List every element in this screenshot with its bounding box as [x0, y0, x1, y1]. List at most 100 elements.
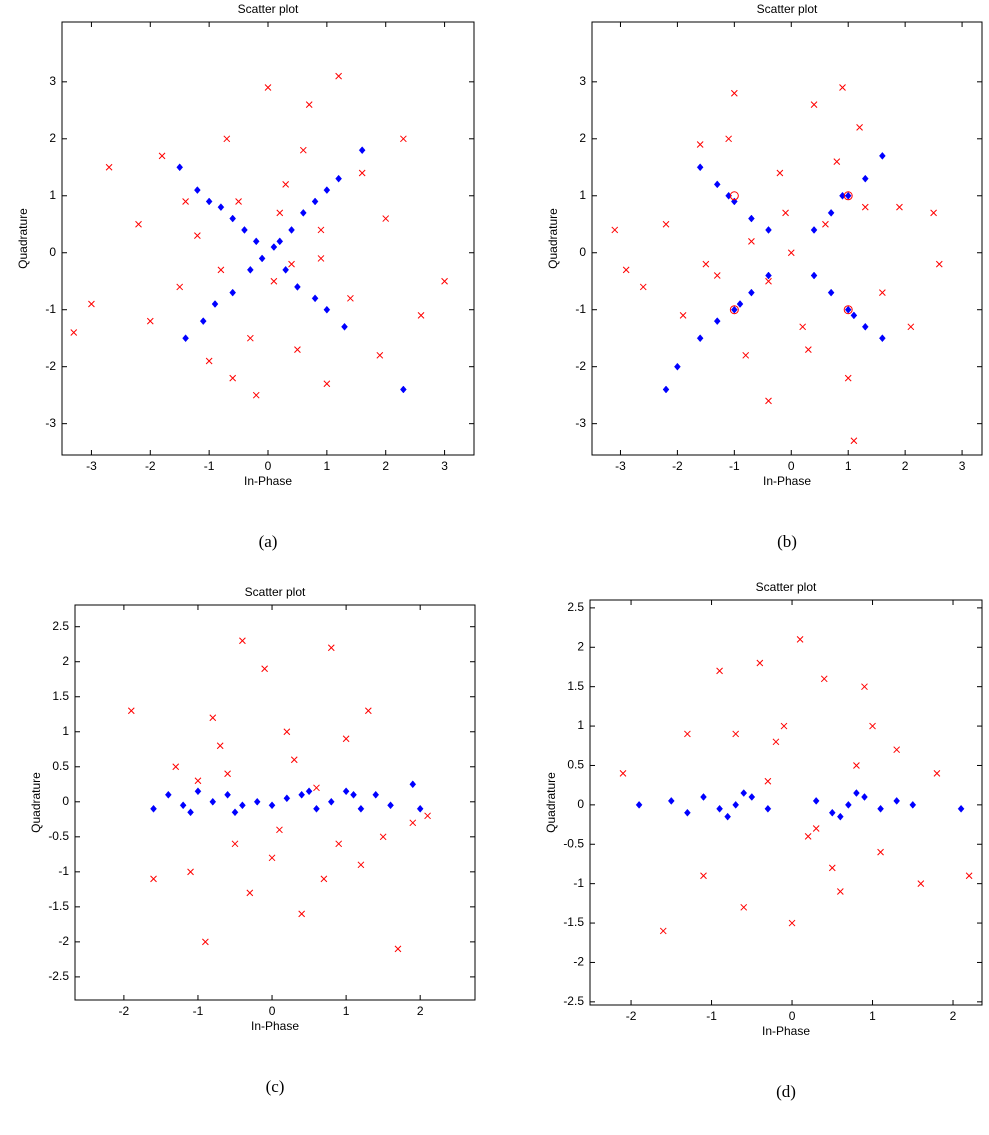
x-marker — [930, 209, 937, 217]
diamond-marker — [810, 271, 818, 280]
x-tick-label: -1 — [193, 1004, 204, 1018]
x-marker — [317, 255, 325, 262]
diamond-marker — [827, 208, 835, 217]
diamond-marker — [282, 265, 289, 274]
x-marker — [788, 919, 796, 927]
series — [611, 84, 943, 445]
diamond-marker — [252, 237, 260, 246]
series — [662, 152, 886, 394]
x-marker — [839, 84, 846, 91]
x-marker — [400, 135, 407, 143]
x-marker — [812, 825, 820, 832]
diamond-marker — [229, 214, 237, 223]
x-tick-label: 2 — [417, 1004, 424, 1018]
x-marker — [907, 323, 915, 331]
x-marker — [935, 260, 943, 268]
diamond-marker — [241, 226, 248, 234]
x-marker — [246, 889, 254, 897]
y-tick-label: -2.5 — [563, 994, 584, 1008]
x-marker — [276, 826, 283, 834]
diamond-marker — [861, 793, 868, 801]
x-marker — [313, 784, 320, 792]
diamond-marker — [176, 163, 184, 172]
x-marker — [127, 707, 135, 715]
y-tick-label: 0.5 — [52, 759, 69, 773]
diamond-marker — [276, 237, 284, 246]
x-axis-label: In-Phase — [763, 474, 811, 488]
x-tick-label: 3 — [441, 459, 448, 473]
x-tick-label: 2 — [382, 459, 389, 473]
x-tick-label: -1 — [729, 459, 740, 473]
x-marker — [158, 152, 166, 160]
diamond-marker — [211, 300, 219, 308]
series — [635, 789, 965, 821]
x-axis-label: In-Phase — [251, 1019, 299, 1033]
y-tick-label: 2 — [577, 639, 584, 653]
x-marker — [702, 260, 710, 268]
y-tick-label: -0.5 — [563, 836, 584, 850]
diamond-marker — [323, 305, 331, 314]
diamond-marker — [311, 294, 319, 303]
diamond-marker — [740, 789, 748, 797]
diamond-marker — [748, 214, 755, 223]
y-tick-label: -3 — [575, 416, 586, 430]
x-marker — [176, 283, 184, 291]
diamond-marker — [409, 780, 417, 789]
x-marker — [135, 220, 142, 228]
diamond-marker — [765, 226, 772, 234]
diamond-marker — [696, 163, 704, 172]
x-marker — [194, 777, 202, 785]
diamond-marker — [879, 152, 886, 160]
y-tick-label: 0 — [577, 797, 584, 811]
x-marker — [376, 351, 384, 359]
x-tick-label: -1 — [204, 459, 215, 473]
diamond-marker — [957, 804, 965, 813]
chart-title: Scatter plot — [757, 2, 818, 16]
x-marker — [187, 868, 194, 876]
diamond-marker — [217, 203, 225, 212]
x-marker — [700, 872, 707, 880]
y-tick-label: 0 — [579, 245, 586, 259]
x-marker — [172, 763, 180, 771]
y-tick-label: 2 — [49, 131, 56, 145]
series — [150, 780, 424, 817]
y-tick-label: -1.5 — [563, 915, 584, 929]
x-marker — [276, 209, 284, 217]
x-marker — [146, 317, 154, 325]
diamond-marker — [850, 311, 858, 320]
x-marker — [202, 938, 209, 946]
diamond-marker — [231, 808, 239, 817]
diamond-marker — [350, 790, 357, 799]
x-marker — [725, 135, 732, 143]
diamond-marker — [288, 226, 295, 234]
x-marker — [379, 833, 387, 841]
diamond-marker — [341, 322, 348, 331]
x-tick-label: 0 — [265, 459, 272, 473]
series — [729, 191, 853, 315]
diamond-marker — [224, 790, 231, 799]
x-marker — [799, 323, 807, 331]
x-marker — [320, 875, 328, 883]
x-marker — [879, 289, 886, 296]
x-marker — [235, 198, 242, 205]
diamond-marker — [187, 808, 194, 817]
y-tick-label: 3 — [49, 74, 56, 88]
x-marker — [804, 833, 812, 840]
x-marker — [619, 769, 627, 777]
diamond-marker — [305, 787, 313, 796]
diamond-marker — [205, 197, 213, 206]
diamond-marker — [194, 186, 201, 194]
x-marker — [611, 226, 619, 234]
x-tick-label: -2 — [145, 459, 156, 473]
diamond-marker — [748, 288, 755, 297]
caption: (c) — [266, 1077, 285, 1096]
y-tick-label: 0.5 — [567, 758, 584, 772]
diamond-marker — [268, 801, 276, 810]
scatter-chart: Scatter plot In-Phase Quadrature (a) -3 -2 -1 0… — [16, 2, 475, 551]
x-marker — [856, 124, 863, 131]
y-tick-label: 2.5 — [567, 600, 584, 614]
x-tick-label: 1 — [324, 459, 331, 473]
x-marker — [229, 374, 237, 382]
x-tick-label: 0 — [789, 1009, 796, 1023]
diamond-marker — [150, 804, 157, 813]
